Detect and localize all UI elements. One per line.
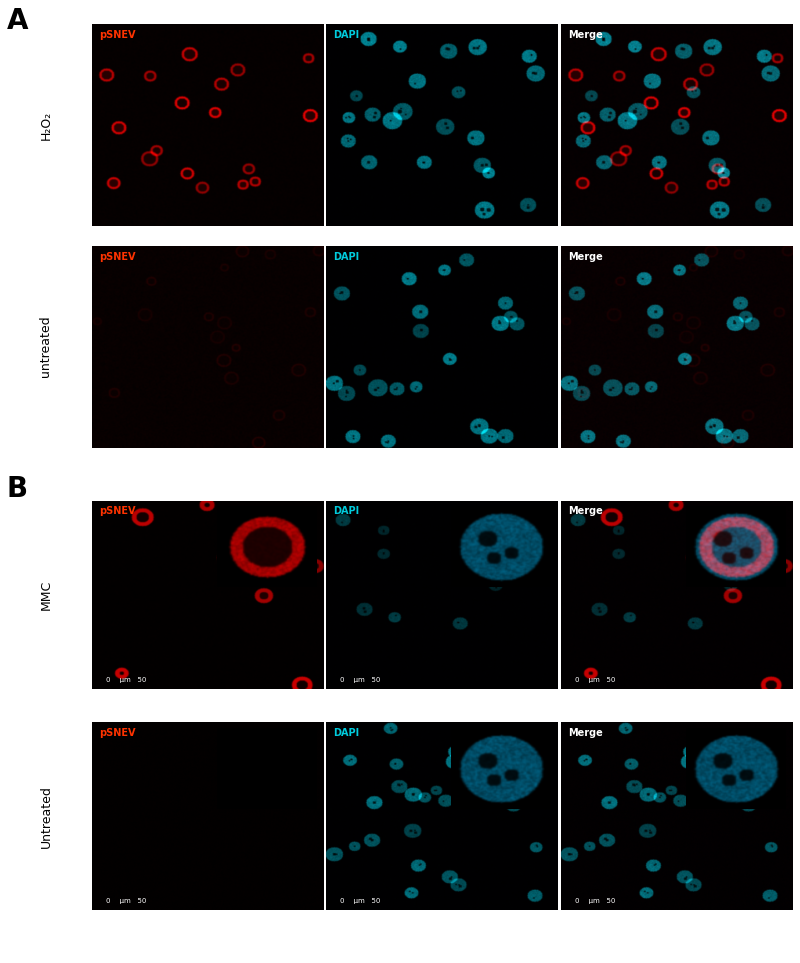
Text: Merge: Merge	[568, 251, 602, 262]
Text: DAPI: DAPI	[334, 30, 359, 40]
Text: untreated: untreated	[39, 316, 53, 377]
Text: A: A	[6, 8, 28, 36]
Text: Untreated: Untreated	[39, 785, 53, 847]
Text: 0    µm   50: 0 µm 50	[574, 677, 615, 683]
Text: DAPI: DAPI	[334, 251, 359, 262]
Text: DAPI: DAPI	[334, 507, 359, 516]
Text: Merge: Merge	[568, 728, 602, 738]
Text: DAPI: DAPI	[334, 728, 359, 738]
Text: pSNEV: pSNEV	[99, 728, 135, 738]
Text: Merge: Merge	[568, 507, 602, 516]
Text: Merge: Merge	[568, 30, 602, 40]
Text: pSNEV: pSNEV	[99, 30, 135, 40]
Text: B: B	[6, 475, 27, 503]
Text: 0    µm   50: 0 µm 50	[340, 677, 381, 683]
Text: 0    µm   50: 0 µm 50	[574, 898, 615, 904]
Text: pSNEV: pSNEV	[99, 507, 135, 516]
Text: 0    µm   50: 0 µm 50	[106, 898, 146, 904]
Text: 0    µm   50: 0 µm 50	[340, 898, 381, 904]
Text: MMC: MMC	[39, 580, 53, 610]
Text: 0    µm   50: 0 µm 50	[106, 677, 146, 683]
Text: H₂O₂: H₂O₂	[39, 111, 53, 140]
Text: pSNEV: pSNEV	[99, 251, 135, 262]
